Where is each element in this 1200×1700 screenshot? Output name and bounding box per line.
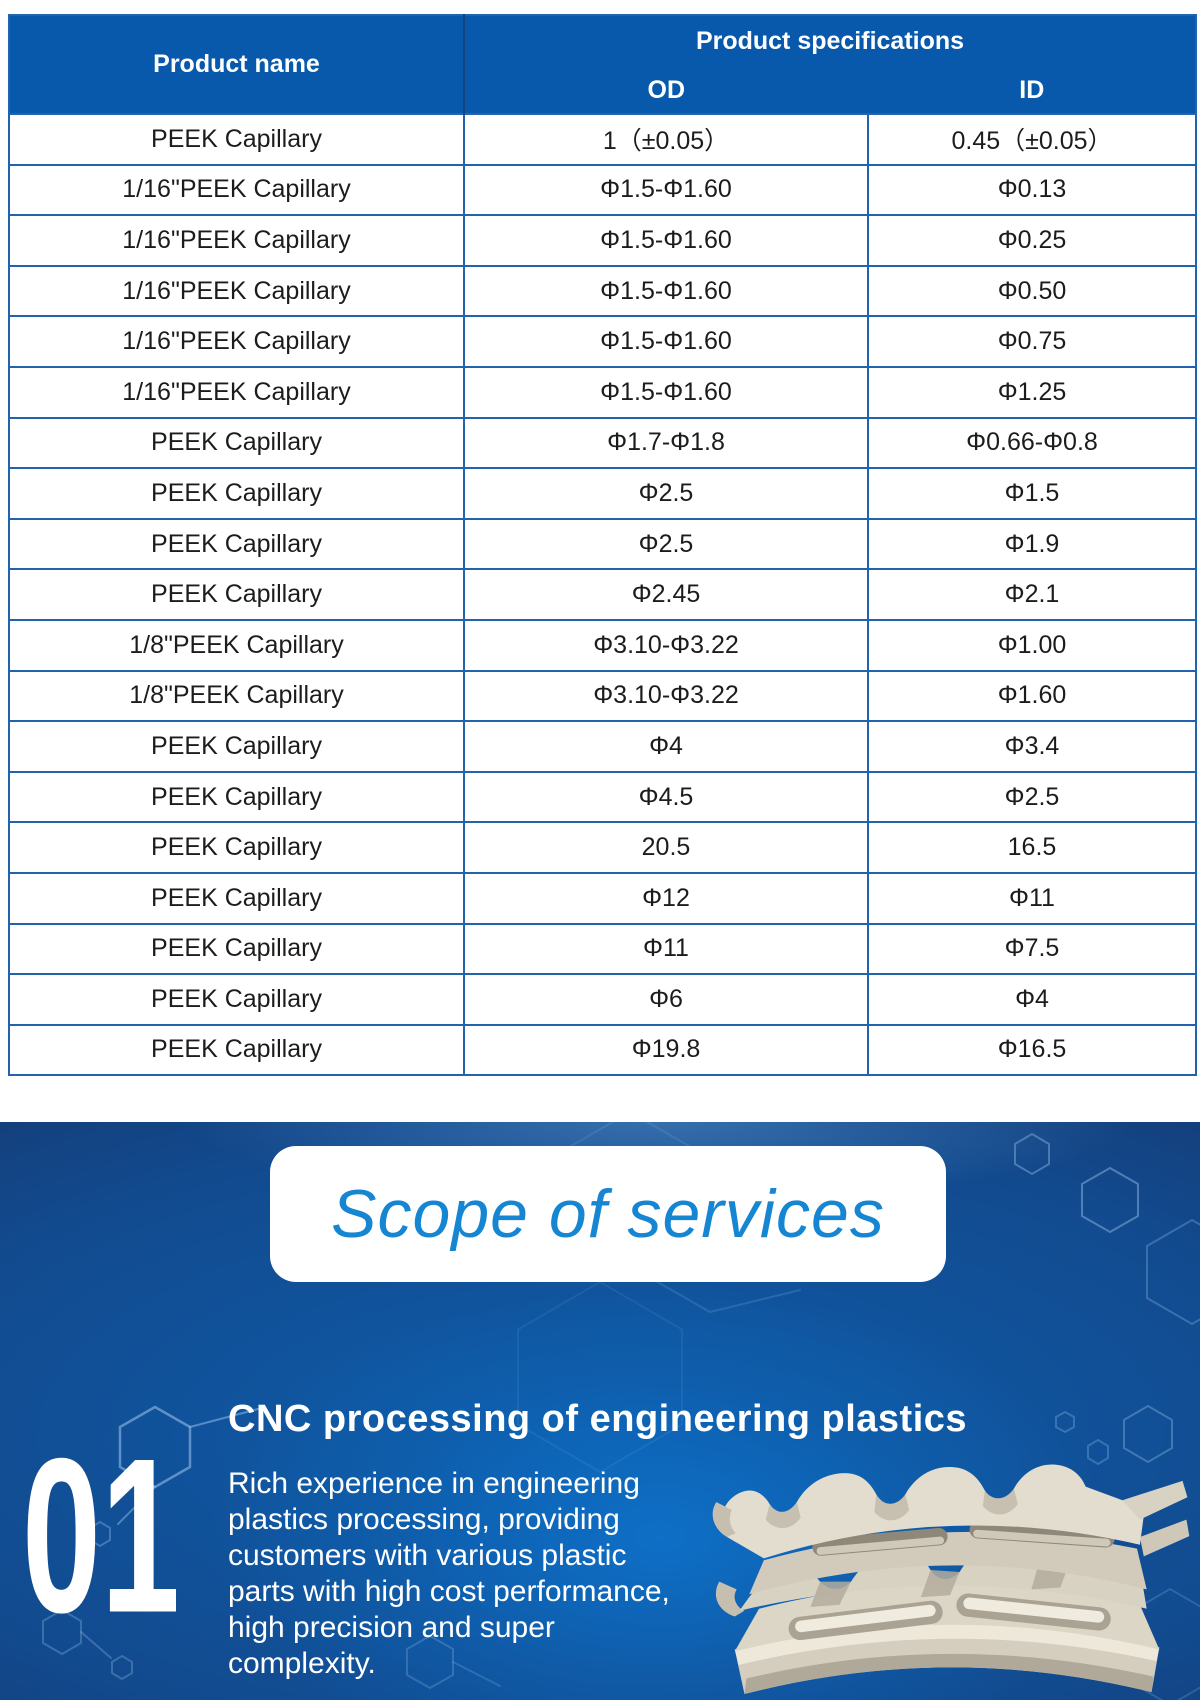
table-cell: PEEK Capillary (8, 821, 465, 874)
table-cell: 0.45（±0.05） (867, 113, 1197, 166)
table-row: PEEK Capillary Φ2.45 Φ2.1 (8, 568, 1197, 621)
service-item-title: CNC processing of engineering plastics (228, 1398, 968, 1440)
col-header-od: OD (463, 67, 869, 115)
service-item-number: 01 (22, 1413, 180, 1660)
table-row: PEEK Capillary Φ4.5 Φ2.5 (8, 770, 1197, 824)
table-cell: Φ1.5-Φ1.60 (463, 365, 869, 419)
scope-of-services-banner: Scope of services (270, 1146, 946, 1282)
col-header-product-name: Product name (8, 14, 465, 115)
table-cell: 1/16"PEEK Capillary (8, 315, 465, 368)
table-cell: PEEK Capillary (8, 871, 465, 925)
col-header-id: ID (867, 67, 1197, 115)
table-cell: Φ1.9 (867, 517, 1197, 571)
table-cell: Φ11 (867, 871, 1197, 925)
table-cell: Φ1.5 (867, 467, 1197, 520)
table-row: 1/16"PEEK Capillary Φ1.5-Φ1.60 Φ0.50 (8, 264, 1197, 318)
table-cell: PEEK Capillary (8, 973, 465, 1026)
table-cell: Φ16.5 (867, 1023, 1197, 1077)
table-cell: PEEK Capillary (8, 568, 465, 621)
table-cell: Φ1.7-Φ1.8 (463, 416, 869, 470)
table-cell: 1（±0.05） (463, 113, 869, 166)
table-cell: Φ2.5 (463, 467, 869, 520)
table-row: 1/16"PEEK Capillary Φ1.5-Φ1.60 Φ0.13 (8, 163, 1197, 217)
table-cell: Φ0.13 (867, 163, 1197, 217)
cnc-plastic-part-image (712, 1464, 1190, 1695)
table-cell: Φ1.60 (867, 669, 1197, 723)
table-cell: Φ0.75 (867, 315, 1197, 368)
table-cell: Φ1.5-Φ1.60 (463, 163, 869, 217)
table-row: PEEK Capillary 1（±0.05） 0.45（±0.05） (8, 113, 1197, 166)
table-cell: 1/16"PEEK Capillary (8, 163, 465, 217)
table-cell: 20.5 (463, 821, 869, 874)
table-cell: Φ4 (867, 973, 1197, 1026)
table-cell: Φ1.00 (867, 618, 1197, 672)
table-row: PEEK Capillary Φ4 Φ3.4 (8, 720, 1197, 773)
table-cell: PEEK Capillary (8, 720, 465, 773)
table-cell: Φ2.45 (463, 568, 869, 621)
table-row: 1/8"PEEK Capillary Φ3.10-Φ3.22 Φ1.60 (8, 669, 1197, 723)
table-cell: Φ3.4 (867, 720, 1197, 773)
table-cell: Φ11 (463, 922, 869, 976)
table-cell: Φ6 (463, 973, 869, 1026)
table-cell: Φ1.5-Φ1.60 (463, 214, 869, 267)
table-cell: 1/16"PEEK Capillary (8, 214, 465, 267)
table-cell: Φ1.25 (867, 365, 1197, 419)
table-row: PEEK Capillary Φ6 Φ4 (8, 973, 1197, 1026)
product-spec-table: Product name Product specifications OD I… (8, 14, 1197, 1077)
table-row: 1/16"PEEK Capillary Φ1.5-Φ1.60 Φ1.25 (8, 365, 1197, 419)
table-cell: Φ19.8 (463, 1023, 869, 1077)
col-header-product-specifications: Product specifications (463, 14, 1197, 68)
table-cell: Φ3.10-Φ3.22 (463, 669, 869, 723)
table-row: PEEK Capillary Φ2.5 Φ1.9 (8, 517, 1197, 571)
table-cell: Φ4 (463, 720, 869, 773)
table-header: Product name Product specifications OD I… (8, 14, 1197, 115)
table-cell: Φ0.25 (867, 214, 1197, 267)
table-row: PEEK Capillary Φ12 Φ11 (8, 871, 1197, 925)
table-cell: PEEK Capillary (8, 467, 465, 520)
table-cell: Φ0.50 (867, 264, 1197, 318)
table-row: PEEK Capillary Φ2.5 Φ1.5 (8, 467, 1197, 520)
table-row: PEEK Capillary Φ1.7-Φ1.8 Φ0.66-Φ0.8 (8, 416, 1197, 470)
table-row: 1/16"PEEK Capillary Φ1.5-Φ1.60 Φ0.75 (8, 315, 1197, 368)
scope-of-services-section: Scope of services 01 CNC processing of e… (0, 1122, 1200, 1700)
table-cell: 16.5 (867, 821, 1197, 874)
table-cell: Φ1.5-Φ1.60 (463, 315, 869, 368)
table-cell: Φ2.1 (867, 568, 1197, 621)
table-cell: Φ3.10-Φ3.22 (463, 618, 869, 672)
table-cell: Φ7.5 (867, 922, 1197, 976)
table-row: PEEK Capillary 20.5 16.5 (8, 821, 1197, 874)
table-cell: 1/16"PEEK Capillary (8, 264, 465, 318)
table-cell: PEEK Capillary (8, 517, 465, 571)
table-cell: PEEK Capillary (8, 113, 465, 166)
table-cell: 1/8"PEEK Capillary (8, 618, 465, 672)
table-cell: Φ0.66-Φ0.8 (867, 416, 1197, 470)
section-title: Scope of services (331, 1176, 885, 1252)
table-row: PEEK Capillary Φ11 Φ7.5 (8, 922, 1197, 976)
table-cell: Φ4.5 (463, 770, 869, 824)
table-cell: 1/16"PEEK Capillary (8, 365, 465, 419)
table-cell: Φ2.5 (867, 770, 1197, 824)
table-row: PEEK Capillary Φ19.8 Φ16.5 (8, 1023, 1197, 1077)
table-cell: Φ1.5-Φ1.60 (463, 264, 869, 318)
table-cell: PEEK Capillary (8, 416, 465, 470)
table-cell: Φ2.5 (463, 517, 869, 571)
table-body: PEEK Capillary 1（±0.05） 0.45（±0.05） 1/16"PE… (8, 113, 1197, 1077)
service-item-description: Rich experience in engineering plastics … (228, 1467, 670, 1680)
table-cell: 1/8"PEEK Capillary (8, 669, 465, 723)
table-cell: Φ12 (463, 871, 869, 925)
table-cell: PEEK Capillary (8, 1023, 465, 1077)
table-row: 1/16"PEEK Capillary Φ1.5-Φ1.60 Φ0.25 (8, 214, 1197, 267)
table-cell: PEEK Capillary (8, 770, 465, 824)
table-cell: PEEK Capillary (8, 922, 465, 976)
table-row: 1/8"PEEK Capillary Φ3.10-Φ3.22 Φ1.00 (8, 618, 1197, 672)
